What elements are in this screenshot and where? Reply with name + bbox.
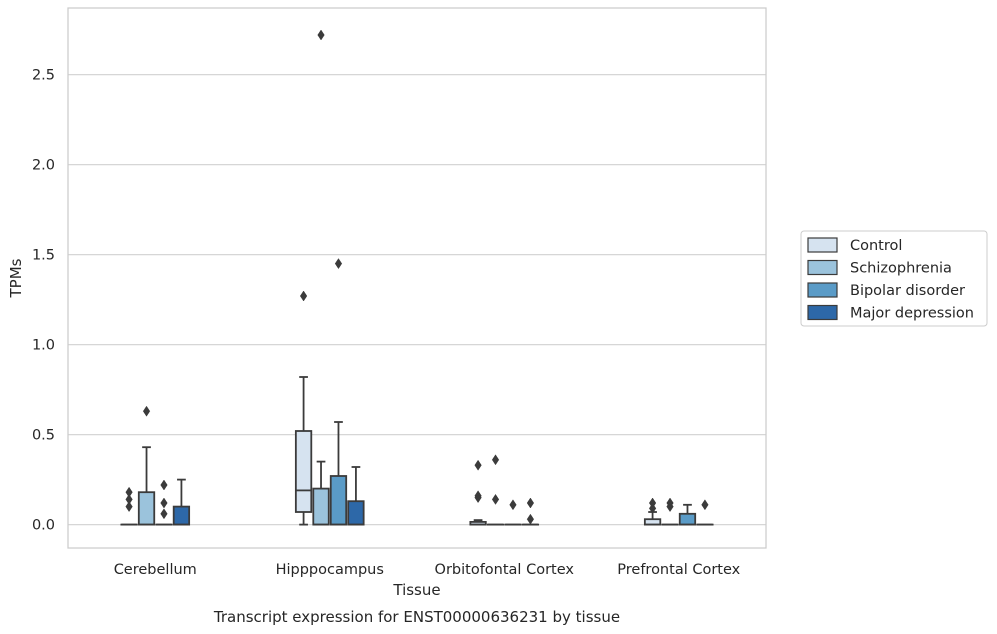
outlier-point (491, 493, 500, 505)
legend-swatch (807, 259, 838, 276)
box-rect (312, 487, 330, 526)
legend-swatch (807, 304, 838, 321)
legend-item: Control (807, 237, 902, 254)
plot-frame (67, 7, 767, 549)
box (312, 460, 330, 526)
x-tick-label: Orbitofontal Cortex (435, 562, 575, 578)
legend-label: Control (850, 238, 902, 254)
outlier-point (526, 497, 535, 509)
x-tick-label: Prefrontal Cortex (617, 562, 740, 578)
y-tick-label: 1.0 (32, 338, 55, 354)
x-tick-label: Hipppocampus (276, 562, 384, 578)
legend-item: Schizophrenia (807, 259, 952, 277)
outlier-point (526, 513, 535, 525)
outlier-point (125, 493, 133, 505)
x-axis-label: Tissue (392, 581, 440, 599)
outlier-point (491, 454, 500, 466)
box (347, 466, 365, 526)
chart-title: Transcript expression for ENST0000063623… (213, 608, 620, 626)
legend-frame (800, 230, 988, 327)
legend-item: Bipolar disorder (807, 282, 965, 299)
outlier-point (701, 499, 709, 511)
box (469, 519, 487, 526)
legend-label: Major depression (850, 306, 974, 322)
box (678, 503, 697, 526)
outlier-point (474, 490, 482, 502)
box-rect (678, 512, 697, 526)
flier-layer (125, 29, 709, 525)
y-tick-label: 0.0 (32, 518, 55, 534)
x-tick-labels: Cerebellum Hipppocampus Orbitofontal Corte… (114, 562, 741, 578)
legend-label: Bipolar disorder (850, 283, 965, 299)
box-rect (137, 491, 156, 526)
outlier-point (160, 479, 168, 491)
box (329, 421, 348, 526)
box-rect (294, 430, 313, 513)
y-tick-label: 0.5 (32, 428, 55, 444)
x-tick-label: Cerebellum (114, 562, 197, 578)
box (643, 511, 662, 526)
box-rect (172, 505, 191, 526)
y-axis-label: TPMs (7, 258, 25, 298)
outlier-point (474, 459, 482, 471)
gridlines (68, 73, 766, 526)
y-tick-labels: 0.0 0.5 1.0 1.5 2.0 2.5 (32, 68, 55, 534)
box-layer (120, 376, 714, 526)
box-rect (347, 500, 365, 526)
box-rect (329, 475, 348, 526)
outlier-point (125, 486, 133, 498)
legend-label: Schizophrenia (850, 261, 952, 277)
box (172, 478, 191, 526)
outlier-point (160, 497, 168, 509)
legend-item: Major depression (807, 304, 974, 322)
outlier-point (666, 497, 674, 509)
outlier-point (299, 290, 308, 302)
outlier-point (142, 405, 151, 417)
y-tick-label: 1.5 (32, 248, 55, 264)
outlier-point (509, 499, 517, 511)
outlier-point (160, 508, 168, 520)
legend: Control Schizophrenia Bipolar disorder Majo… (800, 230, 988, 327)
y-tick-label: 2.5 (32, 68, 55, 84)
outlier-point (125, 501, 133, 513)
outlier-point (317, 29, 325, 41)
box (294, 376, 313, 526)
legend-swatch (807, 237, 838, 253)
y-tick-label: 2.0 (32, 158, 55, 174)
box (137, 446, 156, 526)
outlier-point (648, 497, 657, 509)
outlier-point (334, 258, 343, 270)
legend-swatch (807, 282, 838, 298)
